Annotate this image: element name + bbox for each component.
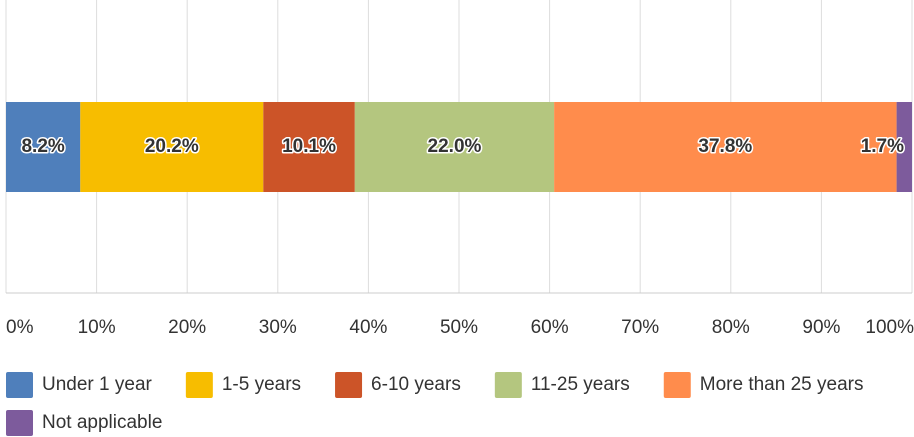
value-label: 37.8% (698, 136, 752, 157)
x-tick-label: 0% (6, 317, 34, 338)
value-label: 22.0% (428, 136, 482, 157)
value-label: 10.1% (282, 136, 336, 157)
legend-label: 1-5 years (222, 374, 301, 395)
legend-label: 11-25 years (531, 374, 630, 395)
legend-label: More than 25 years (700, 374, 864, 395)
x-tick-label: 10% (78, 317, 116, 338)
bar-segment (80, 102, 264, 192)
bar-segment (896, 102, 912, 192)
legend-swatch (6, 410, 33, 436)
legend-swatch (6, 372, 33, 398)
x-tick-label: 30% (259, 317, 297, 338)
value-label: 20.2% (145, 136, 199, 157)
value-label: 1.7% (861, 136, 904, 157)
x-tick-label: 40% (349, 317, 387, 338)
bar-segment (554, 102, 897, 192)
legend-label: Not applicable (42, 412, 162, 433)
legend-swatch (335, 372, 363, 398)
x-tick-label: 20% (168, 317, 206, 338)
bar-segment (354, 102, 555, 192)
x-tick-label: 60% (531, 317, 569, 338)
x-tick-label: 70% (621, 317, 659, 338)
x-tick-label: 80% (712, 317, 750, 338)
x-tick-label: 100% (865, 317, 914, 338)
legend-swatch (185, 372, 213, 398)
x-tick-label: 90% (802, 317, 840, 338)
legend-swatch (663, 372, 691, 398)
legend-label: 6-10 years (371, 374, 461, 395)
bar-segment (263, 102, 355, 192)
legend-label: Under 1 year (42, 374, 153, 395)
bar-segment (6, 102, 81, 192)
legend-swatch (494, 372, 522, 398)
x-tick-label: 50% (440, 317, 478, 338)
value-label: 8.2% (21, 136, 64, 157)
